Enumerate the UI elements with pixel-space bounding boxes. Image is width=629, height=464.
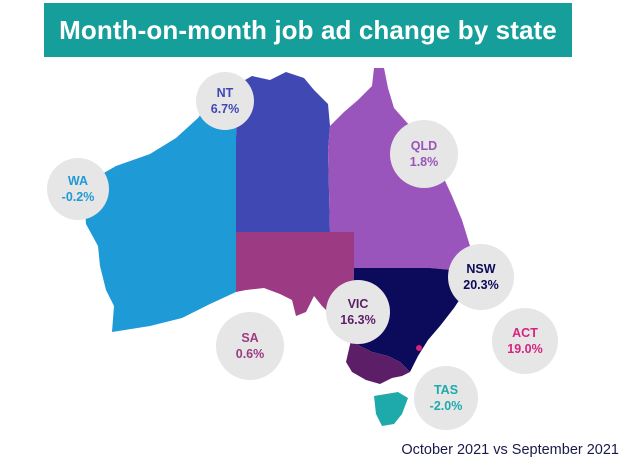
state-value-act: 19.0% — [507, 342, 543, 356]
title-banner: Month-on-month job ad change by state — [44, 3, 572, 57]
state-vic-region — [346, 336, 410, 384]
state-bubble-act: ACT 19.0% — [492, 308, 558, 374]
state-label-sa: SA — [241, 331, 259, 345]
state-value-qld: 1.8% — [409, 155, 439, 169]
state-label-qld: QLD — [410, 139, 438, 153]
state-value-wa: -0.2% — [61, 190, 95, 204]
state-sa-region — [236, 232, 354, 336]
state-label-act: ACT — [512, 326, 538, 340]
state-value-vic: 16.3% — [340, 313, 376, 327]
state-bubble-nsw: NSW 20.3% — [448, 244, 514, 310]
state-bubble-tas: TAS -2.0% — [414, 366, 478, 430]
state-value-sa: 0.6% — [235, 347, 265, 361]
state-value-tas: -2.0% — [429, 399, 463, 413]
state-label-vic: VIC — [347, 297, 369, 311]
chart-title: Month-on-month job ad change by state — [59, 14, 557, 45]
state-label-nsw: NSW — [466, 262, 496, 276]
state-tas-region — [374, 392, 408, 426]
state-bubble-sa: SA 0.6% — [216, 312, 284, 380]
state-nt-region — [236, 72, 330, 232]
state-label-wa: WA — [67, 174, 89, 188]
state-bubble-vic: VIC 16.3% — [326, 280, 390, 344]
state-value-nsw: 20.3% — [463, 278, 499, 292]
state-label-tas: TAS — [433, 383, 459, 397]
state-label-nt: NT — [216, 86, 234, 100]
footnote: October 2021 vs September 2021 — [401, 442, 619, 458]
state-bubble-nt: NT 6.7% — [196, 72, 254, 130]
state-bubble-qld: QLD 1.8% — [390, 120, 458, 188]
state-wa-region — [84, 84, 238, 332]
state-value-nt: 6.7% — [210, 102, 240, 116]
state-bubble-wa: WA -0.2% — [47, 158, 109, 220]
state-act-region — [416, 345, 422, 351]
